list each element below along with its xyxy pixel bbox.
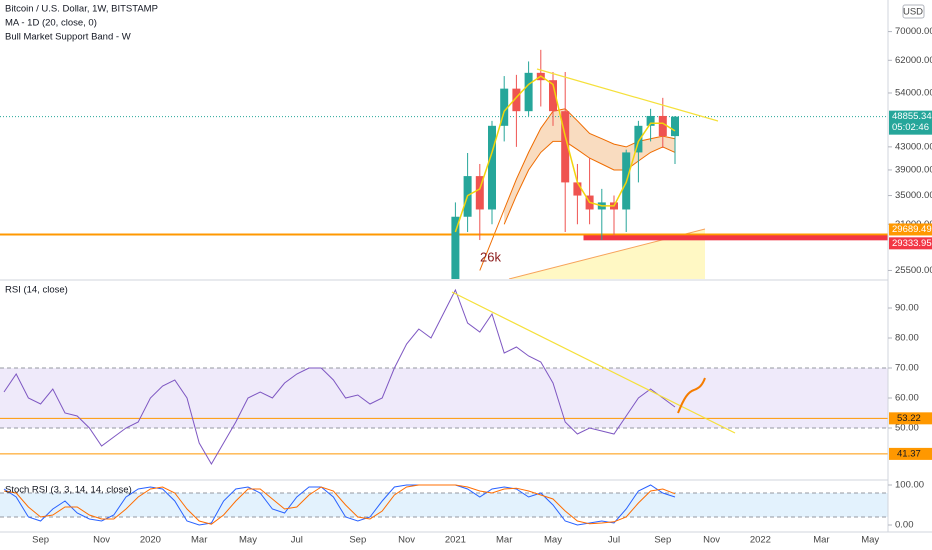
- x-tick-label: May: [544, 535, 562, 546]
- series-line: [3, 484, 676, 525]
- legend-rsi: RSI (14, close): [5, 285, 68, 296]
- y-tick-label: 90.00: [895, 303, 919, 314]
- y-tick-label: 80.00: [895, 333, 919, 344]
- x-tick-label: Nov: [398, 535, 415, 546]
- band: [0, 368, 888, 428]
- candle-body: [524, 72, 533, 112]
- x-tick-label: Sep: [349, 535, 366, 546]
- candle-body: [512, 88, 521, 112]
- y-tick-label: 35000.00: [895, 190, 932, 201]
- level-box: [889, 237, 932, 250]
- x-tick-label: May: [239, 535, 257, 546]
- legend-ma: MA - 1D (20, close, 0): [5, 18, 97, 29]
- band-line: [479, 108, 676, 271]
- x-tick-label: Nov: [703, 535, 720, 546]
- last-price-label: 48855.34: [892, 111, 932, 122]
- price-pane: [0, 49, 888, 279]
- candle-body: [451, 216, 460, 279]
- rsi-pane: [0, 288, 888, 465]
- unit: USD: [903, 7, 923, 18]
- level-box: [889, 223, 932, 236]
- hand-drawing: [677, 377, 706, 414]
- y-tick-label: 70000.00: [895, 26, 932, 37]
- band: [0, 493, 888, 517]
- y-tick-label: 25500.00: [895, 265, 932, 276]
- y-tick-label: 39000.00: [895, 164, 932, 175]
- x-tick-label: May: [861, 535, 879, 546]
- level-label: 29689.49: [892, 224, 932, 235]
- y-tick-label: 50.00: [895, 423, 919, 434]
- candle-body: [573, 182, 582, 196]
- trend-line: [536, 68, 719, 122]
- y-tick-label: 54000.00: [895, 87, 932, 98]
- level-label: 29333.95: [892, 238, 932, 249]
- y-tick-label: 62000.00: [895, 55, 932, 66]
- axes: 25500.0031000.0035000.0039000.0043000.00…: [32, 26, 932, 546]
- candle-body: [561, 111, 570, 183]
- x-tick-label: Sep: [654, 535, 671, 546]
- x-tick-label: Sep: [32, 535, 49, 546]
- x-tick-label: 2021: [445, 535, 466, 546]
- candle-body: [671, 116, 679, 137]
- y-tick-label: 0.00: [895, 520, 914, 531]
- level-label: 53.22: [897, 413, 921, 424]
- unit-box: [902, 4, 925, 19]
- candle-body: [488, 125, 496, 210]
- last-price-box: [889, 110, 932, 135]
- level-label: 41.37: [897, 448, 921, 459]
- level-box: [889, 447, 932, 460]
- x-tick-label: Jul: [291, 535, 303, 546]
- legend-stoch: Stoch RSI (3, 3, 14, 14, close): [5, 485, 132, 496]
- annotation: 26k: [480, 249, 501, 264]
- x-tick-label: Mar: [813, 535, 829, 546]
- legend-main: Bitcoin / U.S. Dollar, 1W, BITSTAMP: [5, 4, 158, 15]
- candle-body: [549, 80, 557, 112]
- y-tick-label: 43000.00: [895, 141, 932, 152]
- trend-line: [451, 291, 736, 434]
- x-tick-label: 2020: [140, 535, 161, 546]
- candle-body: [475, 176, 484, 210]
- countdown: 05:02:46: [892, 122, 929, 133]
- y-tick-label: 100.00: [895, 480, 924, 491]
- y-tick-label: 70.00: [895, 363, 919, 374]
- ma-line: [454, 75, 676, 233]
- band-fill: [504, 108, 675, 225]
- level-box: [889, 412, 932, 425]
- candle-body: [500, 88, 509, 126]
- legend-band: Bull Market Support Band - W: [5, 32, 131, 43]
- candle-body: [634, 125, 643, 153]
- x-tick-label: Nov: [93, 535, 110, 546]
- y-tick-label: 60.00: [895, 393, 919, 404]
- candle-body: [658, 115, 667, 137]
- level-zone: [583, 235, 888, 241]
- x-tick-label: Mar: [496, 535, 512, 546]
- series-line: [3, 484, 676, 526]
- stoch-pane: [0, 484, 888, 526]
- x-tick-label: 2022: [750, 535, 771, 546]
- candle-body: [646, 115, 655, 126]
- x-tick-label: Mar: [191, 535, 207, 546]
- x-tick-label: Jul: [608, 535, 620, 546]
- series-line: [3, 288, 676, 465]
- band-line: [503, 140, 676, 225]
- drawings: [451, 68, 736, 434]
